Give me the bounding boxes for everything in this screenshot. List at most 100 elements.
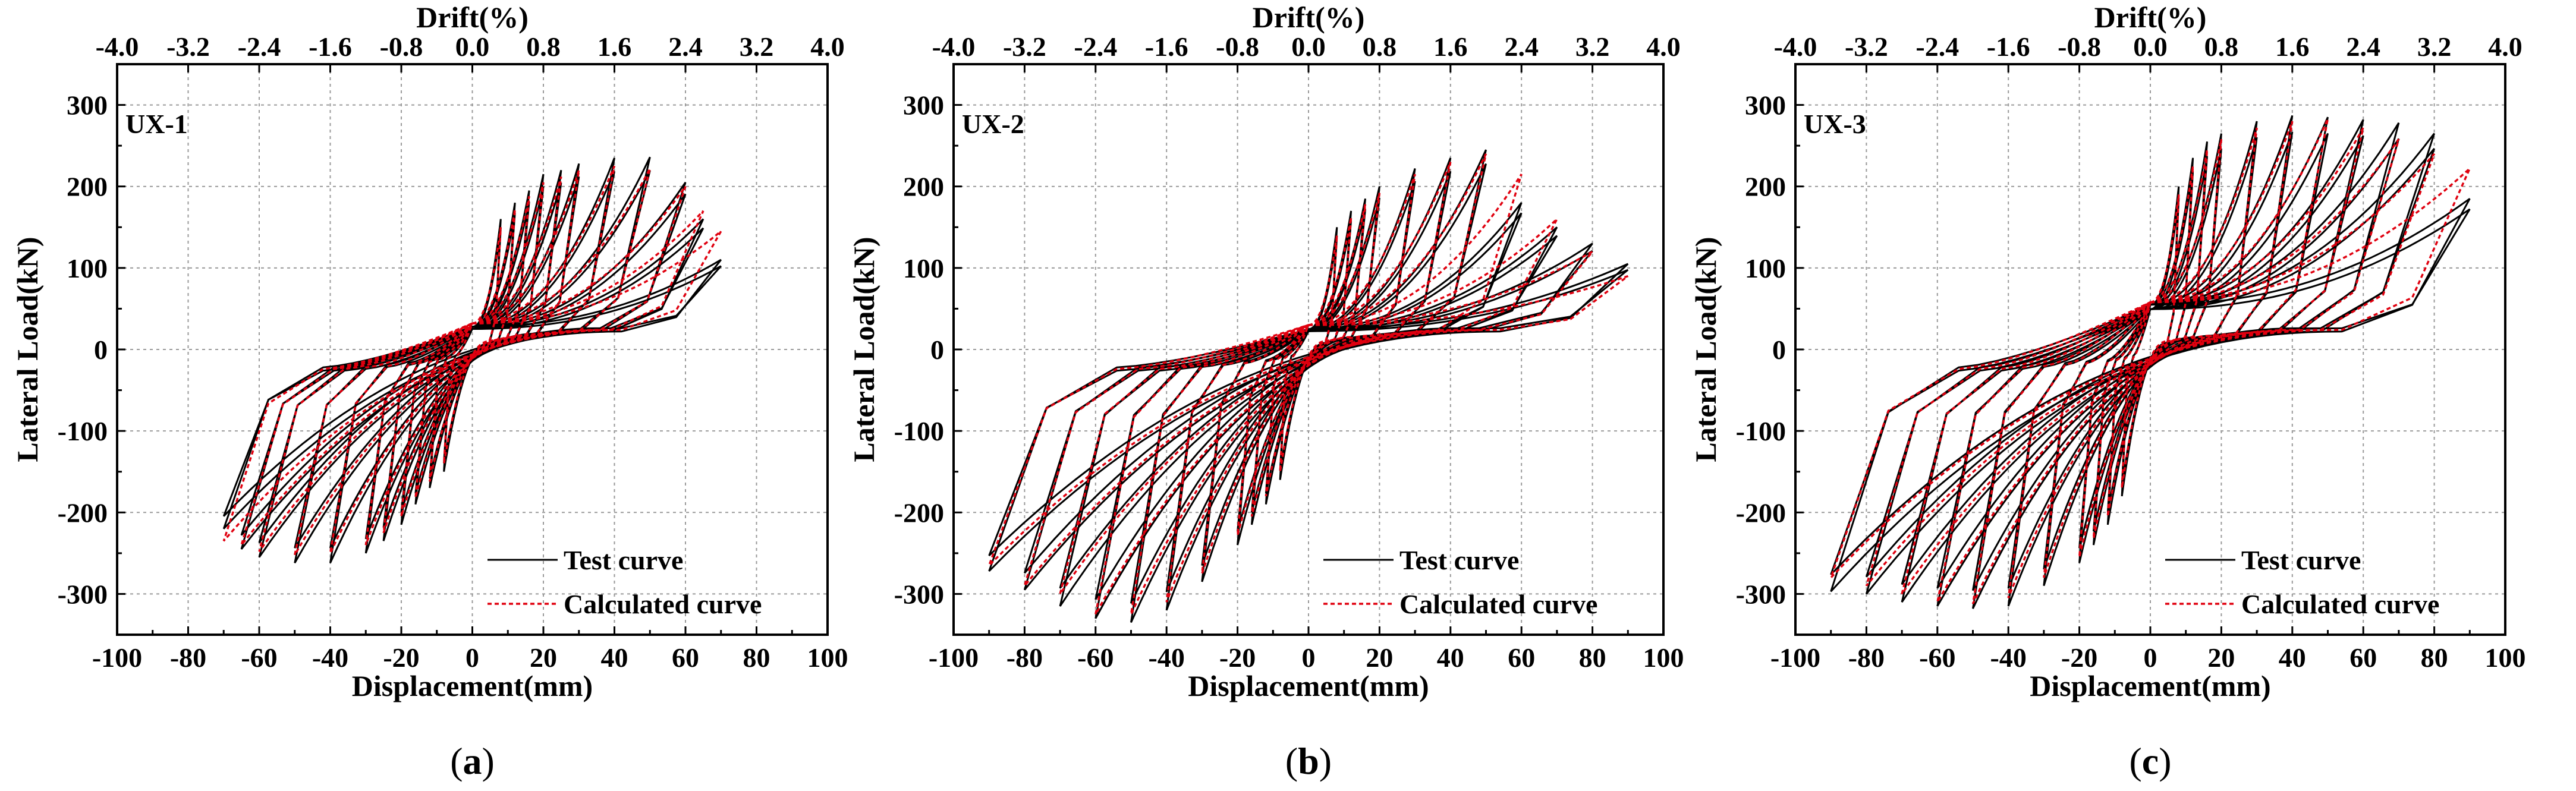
legend: Test curve Calculated curve (2165, 545, 2439, 619)
y-tick-label: 100 (1745, 253, 1786, 283)
x-tick-label: 100 (1643, 642, 1684, 673)
test-curve-loop (988, 263, 1629, 572)
legend: Test curve Calculated curve (487, 545, 762, 619)
x-tick-label: 20 (1366, 642, 1393, 673)
legend-test-label: Test curve (564, 545, 683, 575)
caption-letter: a (463, 740, 482, 782)
calculated-curve-series (1830, 118, 2471, 604)
top-x-tick-label: -4.0 (96, 31, 139, 62)
y-tick-label: 300 (903, 90, 944, 121)
test-curve-loop (1830, 198, 2471, 593)
x-tick-label: -80 (170, 642, 206, 673)
top-x-tick-label: -1.6 (1987, 31, 2030, 62)
top-x-tick-label: -4.0 (932, 31, 976, 62)
specimen-label: UX-1 (125, 109, 188, 139)
x-tick-label: -40 (1990, 642, 2027, 673)
x-tick-label: 0 (465, 642, 479, 673)
top-x-tick-label: 4.0 (810, 31, 845, 62)
top-x-tick-label: -2.4 (1916, 31, 1959, 62)
calculated-curve-loop (1059, 218, 1558, 595)
y-tick-label: -200 (58, 497, 108, 528)
x-tick-label: -20 (383, 642, 419, 673)
calculated-curve-loop (1130, 153, 1487, 615)
calculated-curve-loop (429, 209, 516, 482)
top-x-tick-label: 0.0 (455, 31, 490, 62)
legend-test-label: Test curve (1399, 545, 1519, 575)
y-tick-label: 100 (67, 253, 108, 283)
top-x-axis-title: Drift(%) (416, 1, 529, 34)
calculated-curve-loop (1165, 161, 1452, 603)
top-x-tick-label: 1.6 (1433, 31, 1468, 62)
calculated-curve-loop (2106, 166, 2194, 517)
x-tick-label: 60 (2349, 642, 2377, 673)
calculated-curve-loop (258, 185, 687, 553)
calculated-curve-loop (2078, 138, 2223, 558)
caption-paren: ( (450, 740, 463, 782)
chart-panel-3: -100 -80 -60 -40 -20 0 20 40 60 80 100-300-200-100… (1689, 1, 2526, 782)
calculated-curve-loop (222, 230, 722, 542)
x-tick-label: 0 (1302, 642, 1316, 673)
top-x-tick-label: -3.2 (1845, 31, 1888, 62)
top-x-tick-label: -2.4 (1074, 31, 1117, 62)
top-x-tick-label: 1.6 (2275, 31, 2310, 62)
top-x-tick-label: -0.8 (2058, 31, 2101, 62)
y-tick-label: 300 (67, 90, 108, 121)
hysteresis-curves (988, 149, 1629, 623)
y-axis-title: Lateral Load(kN) (1689, 237, 1722, 462)
specimen-label: UX-2 (962, 109, 1024, 139)
x-tick-label: -60 (241, 642, 277, 673)
x-tick-label: 40 (601, 642, 628, 673)
x-tick-label: 80 (1579, 642, 1606, 673)
panel-caption: (a) (450, 740, 495, 782)
calculated-curve-loop (1023, 250, 1593, 587)
calculated-curve-series (222, 165, 722, 556)
y-tick-label: 300 (1745, 90, 1786, 121)
x-tick-label: 100 (807, 642, 848, 673)
calculated-curve-loop (2121, 194, 2180, 489)
top-x-tick-label: 2.4 (2346, 31, 2380, 62)
calculated-curve-loop (443, 227, 502, 464)
y-tick-label: -100 (58, 416, 108, 446)
x-tick-label: -20 (2061, 642, 2097, 673)
top-x-tick-label: 3.2 (1575, 31, 1610, 62)
top-x-tick-label: 3.2 (2417, 31, 2452, 62)
x-tick-label: -100 (929, 642, 979, 673)
calculated-curve-loop (1901, 138, 2400, 595)
test-curve-loop-repeat (222, 265, 722, 517)
legend: Test curve Calculated curve (1323, 545, 1597, 619)
x-tick-label: 20 (530, 642, 557, 673)
top-x-tick-label: -4.0 (1774, 31, 1817, 62)
top-x-tick-label: 0.8 (526, 31, 561, 62)
calculated-curve-loop (1094, 174, 1523, 615)
test-curve-loop (222, 259, 722, 530)
calculated-curve-loop (329, 165, 616, 554)
top-x-tick-label: -3.2 (166, 31, 210, 62)
hysteresis-curves (1830, 115, 2471, 609)
x-axis-title: Displacement(mm) (352, 669, 593, 702)
x-axis-title: Displacement(mm) (1188, 669, 1429, 702)
legend-calculated-label: Calculated curve (564, 589, 762, 619)
x-tick-label: 40 (2279, 642, 2306, 673)
y-tick-label: 0 (94, 335, 108, 365)
panel-caption: (b) (1285, 740, 1332, 782)
top-x-tick-label: 0.8 (2204, 31, 2239, 62)
y-tick-label: 100 (903, 253, 944, 283)
calculated-curve-loop (1250, 204, 1367, 517)
top-x-tick-label: 2.4 (1504, 31, 1539, 62)
x-tick-label: -80 (1848, 642, 1885, 673)
calculated-curve-loop (2043, 127, 2258, 578)
calculated-curve-loop (1265, 217, 1353, 497)
y-axis-title: Lateral Load(kN) (11, 237, 44, 462)
top-x-tick-label: -0.8 (380, 31, 423, 62)
top-x-tick-label: -3.2 (1003, 31, 1046, 62)
top-x-tick-label: 1.6 (597, 31, 632, 62)
y-tick-label: -100 (894, 416, 944, 446)
calculated-curve-loop (2007, 121, 2294, 598)
top-x-tick-label: 0.8 (1363, 31, 1397, 62)
x-tick-label: 20 (2207, 642, 2235, 673)
x-tick-label: -100 (1770, 642, 1820, 673)
top-x-tick-label: 3.2 (740, 31, 774, 62)
top-x-tick-label: 0.0 (1291, 31, 1326, 62)
x-tick-label: -20 (1219, 642, 1256, 673)
